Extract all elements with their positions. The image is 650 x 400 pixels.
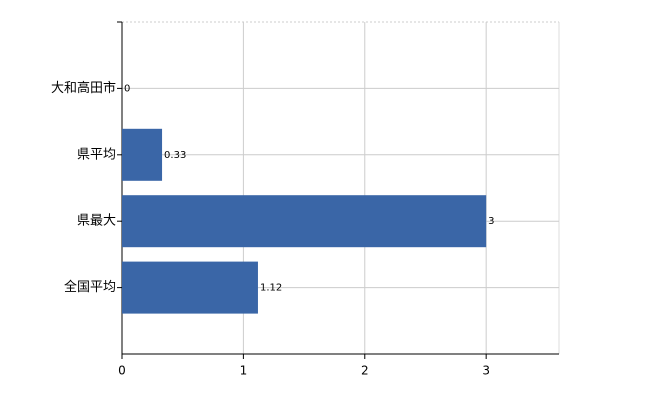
value-label: 0: [124, 83, 130, 94]
x-tick-label: 2: [361, 364, 369, 378]
x-tick-label: 3: [482, 364, 490, 378]
x-tick-label: 0: [118, 364, 126, 378]
bar: [122, 128, 163, 181]
value-label: 3: [488, 216, 494, 227]
x-tick-label: 1: [240, 364, 248, 378]
y-tick-label: 大和高田市: [51, 80, 116, 96]
bar: [122, 261, 258, 314]
y-tick-label: 県平均: [77, 147, 116, 162]
y-tick-label: 全国平均: [64, 279, 116, 295]
value-label: 0.33: [164, 150, 186, 161]
bar: [122, 195, 487, 248]
value-label: 1.12: [260, 283, 282, 294]
y-tick-label: 県最大: [77, 214, 116, 229]
